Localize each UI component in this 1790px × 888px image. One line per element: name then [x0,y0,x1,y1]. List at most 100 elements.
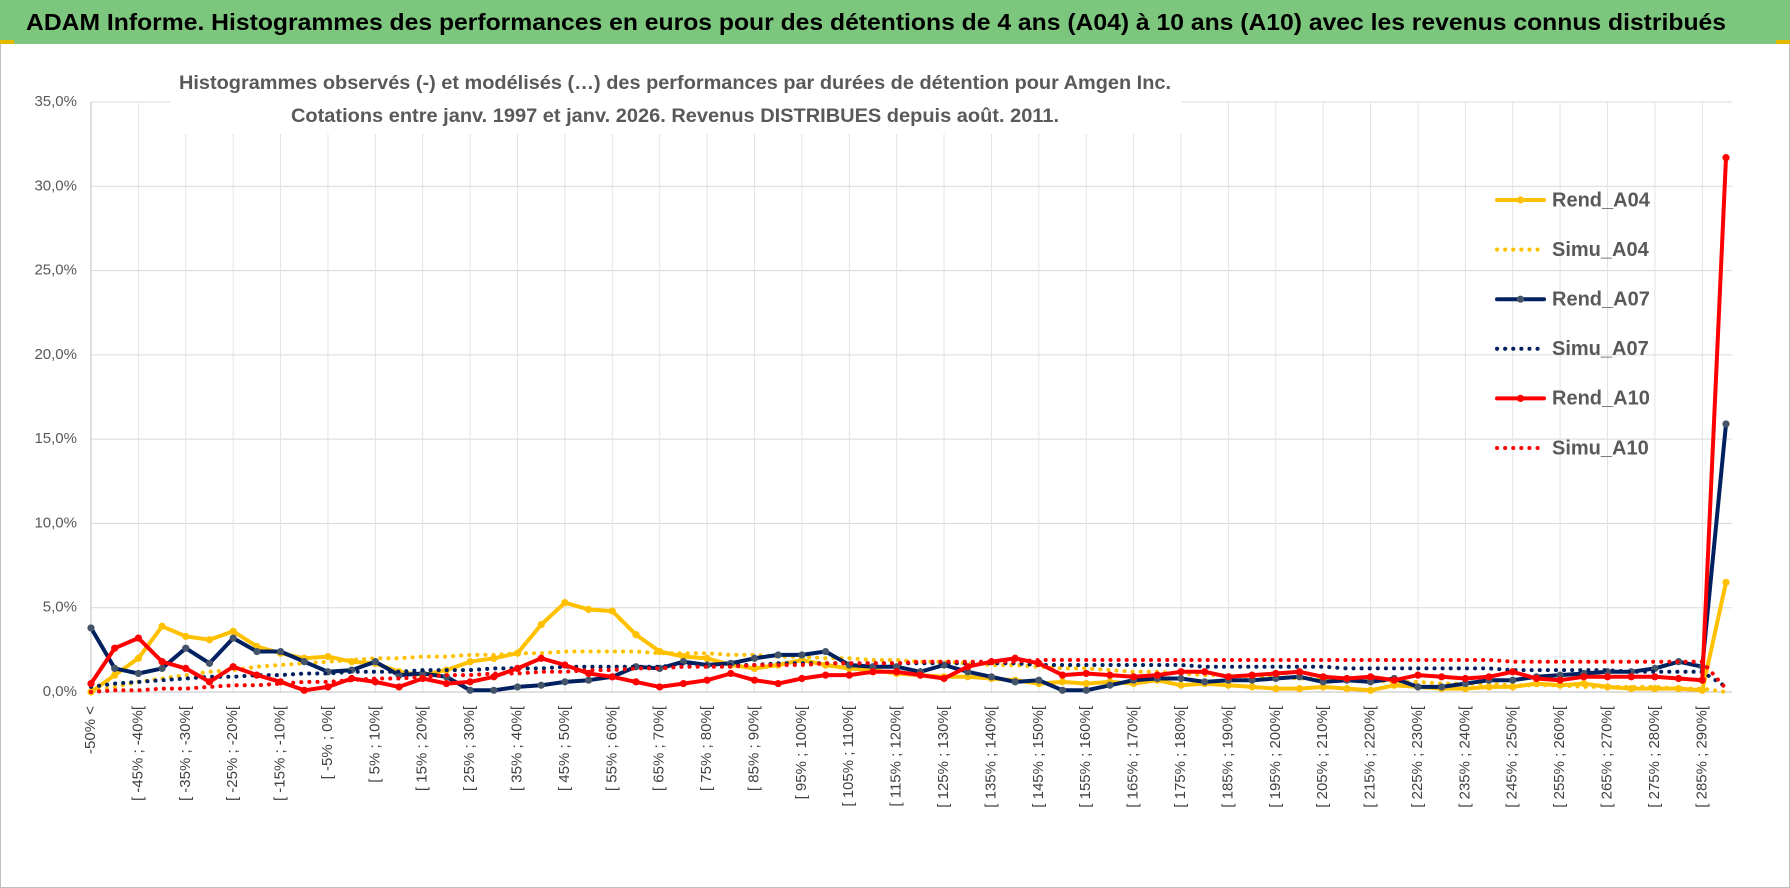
point [442,679,451,688]
point [1224,681,1232,689]
point [750,664,759,673]
x-tick-label: [ 155% ; 160%[ [1077,705,1094,808]
point [111,671,119,679]
point [1343,685,1351,693]
point [1722,578,1730,587]
x-tick-label: [ 205% ; 210%[ [1314,705,1331,808]
x-tick-label: [ 265% ; 270%[ [1598,705,1615,808]
x-tick-label: [ 15% ; 20%[ [414,705,431,791]
point [1627,673,1635,681]
point [371,658,379,666]
point [253,647,261,656]
point [561,599,569,607]
point [1438,683,1446,691]
point [1461,674,1469,683]
header-accent [1776,40,1790,44]
point [111,644,119,652]
point [585,669,593,678]
point [513,664,522,673]
point [1722,420,1730,428]
point [1082,669,1090,678]
x-tick-label: [ -15% ; -10%[ [272,705,289,801]
title-box [170,64,1182,134]
x-tick-label: [ 105% ; 110%[ [840,705,857,806]
point [1556,671,1564,679]
point [1272,685,1280,693]
point [513,683,522,691]
point [561,661,569,669]
point [111,664,119,673]
point [1485,683,1493,691]
point [1366,673,1375,681]
series-line [89,155,1728,693]
x-tick-label: [ 215% ; 220%[ [1362,705,1379,808]
point [1011,678,1019,686]
point [750,676,759,684]
point [158,622,166,630]
legend-marker [1516,196,1525,204]
point [182,644,190,652]
header-title: ADAM Informe. Histogrammes des performan… [26,9,1726,35]
chart-title: Histogrammes observés (-) et modélisés (… [179,73,1171,94]
point [845,671,853,679]
point [1319,678,1327,686]
point [774,651,782,659]
y-tick-label: 5,0% [43,599,77,616]
x-tick-label: [ 115% ; 120%[ [888,705,905,806]
point [134,669,142,678]
point [1295,685,1304,693]
point [87,679,95,688]
point [158,664,166,673]
point [1556,676,1564,684]
point [1390,681,1398,689]
point [1722,154,1730,162]
point [205,636,214,644]
point [466,658,474,666]
series-line [89,658,1728,694]
point [300,658,308,666]
point [1366,686,1375,694]
header-bar [0,0,1790,44]
x-tick-label: [ 175% ; 180%[ [1172,705,1189,808]
x-tick-label: [ 255% ; 260%[ [1551,705,1568,808]
y-tick-label: 15,0% [34,430,77,447]
point [1319,673,1327,681]
point [229,663,237,671]
point [987,673,996,681]
point [466,678,474,686]
x-tick-label: [ 245% ; 250%[ [1504,705,1521,808]
x-tick-label: [ 165% ; 170%[ [1125,705,1142,808]
point [869,668,877,676]
point [1438,673,1446,681]
point [182,664,190,673]
point [1201,678,1209,686]
point [324,653,332,661]
point [537,654,545,662]
point [466,686,474,694]
x-tick-label: [ 35% ; 40%[ [508,705,525,791]
x-tick-label: [ 125% ; 130%[ [935,705,952,808]
point [134,654,142,662]
point [1414,671,1422,679]
y-tick-label: 30,0% [34,177,77,194]
series-line [89,422,1728,693]
point [798,674,806,683]
x-tick-label: [ 285% ; 290%[ [1693,705,1710,808]
point [1153,671,1161,679]
point [1130,673,1138,681]
point [774,679,782,688]
y-tick-label: 10,0% [34,514,77,531]
point [1248,676,1256,684]
legend-label: Simu_A10 [1552,437,1649,459]
point [1675,674,1683,683]
legend-label: Simu_A04 [1552,239,1650,261]
point [964,668,972,676]
point [940,674,948,683]
point [585,676,593,684]
point [1106,681,1114,689]
x-tick-label: [ 5% ; 10%[ [366,705,383,783]
plot [87,154,1730,696]
x-tick-label: [ 145% ; 150%[ [1030,705,1047,808]
x-tick-label: [ 195% ; 200%[ [1267,705,1284,808]
point [1248,683,1256,691]
